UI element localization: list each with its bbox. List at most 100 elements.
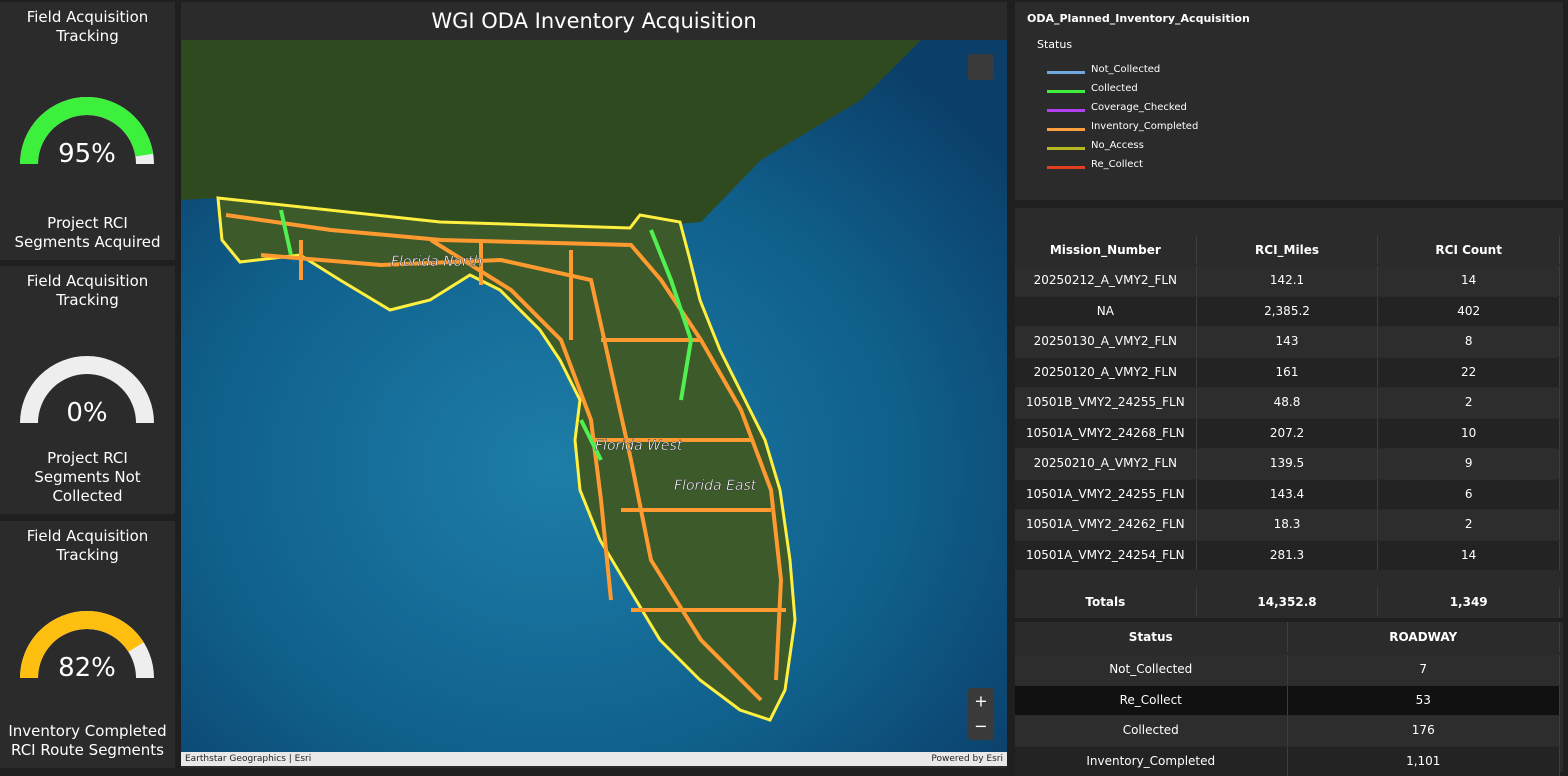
cell: 10501A_VMY2_24255_FLN	[1015, 480, 1197, 510]
cell: RCI Count	[1378, 236, 1560, 264]
cell: 402	[1378, 297, 1560, 327]
cell: Not_Collected	[1015, 655, 1288, 685]
zoom-out[interactable]: −	[974, 717, 987, 736]
legend-swatch	[1047, 109, 1085, 112]
legend-label: No_Access	[1091, 140, 1144, 151]
legend-swatch	[1047, 128, 1085, 131]
cell: 20250210_A_VMY2_FLN	[1015, 449, 1197, 479]
legend-label: Inventory_Completed	[1091, 121, 1198, 132]
zoom-in[interactable]: +	[974, 692, 987, 711]
gauge-value: 0%	[66, 398, 107, 428]
gauge-title: Field Acquisition Tracking	[0, 8, 175, 46]
cell: 207.2	[1197, 419, 1379, 449]
map: + − Florida North Florida West Florida Eas…	[181, 40, 1007, 752]
cell: 139.5	[1197, 449, 1379, 479]
cell: 161	[1197, 358, 1379, 388]
gauge-subtitle: Inventory Completed RCI Route Segments	[0, 722, 175, 760]
gauge-panel: Field Acquisition Tracking Inventory Comp…	[0, 521, 175, 768]
attribution-bar: Earthstar Geographics | Esri Powered by …	[181, 752, 1007, 766]
cell: 8	[1378, 327, 1560, 357]
map-title: WGI ODA Inventory Acquisition	[181, 2, 1007, 40]
cell: 22	[1378, 358, 1560, 388]
cell: 7	[1288, 655, 1561, 685]
cell: 281.3	[1197, 541, 1379, 571]
cell: 2,385.2	[1197, 297, 1379, 327]
region-label: Florida West	[595, 438, 683, 454]
legend-label: Coverage_Checked	[1091, 102, 1187, 113]
cell: NA	[1015, 297, 1197, 327]
region-label: Florida East	[674, 478, 757, 494]
legend-label: Re_Collect	[1091, 159, 1143, 170]
cell: RCI_Miles	[1197, 236, 1379, 264]
cell: 20250212_A_VMY2_FLN	[1015, 266, 1197, 296]
legend-label: Not_Collected	[1091, 64, 1160, 75]
cell: 10	[1378, 419, 1560, 449]
cell: 18.3	[1197, 510, 1379, 540]
cell: Re_Collect	[1015, 686, 1288, 716]
gauge: 82%	[0, 596, 175, 706]
gauge: 95%	[0, 82, 175, 192]
cell: 10501B_VMY2_24255_FLN	[1015, 388, 1197, 418]
cell: 14	[1378, 541, 1560, 571]
cell: 10501A_VMY2_24262_FLN	[1015, 510, 1197, 540]
cell: 10501A_VMY2_24268_FLN	[1015, 419, 1197, 449]
cell: 53	[1288, 686, 1561, 716]
gauge-value: 95%	[58, 139, 116, 169]
gauge-title: Field Acquisition Tracking	[0, 527, 175, 565]
powered-by: Powered by Esri	[931, 752, 1003, 766]
cell: Status	[1015, 622, 1288, 652]
cell: 176	[1288, 716, 1561, 746]
cell: 9	[1378, 449, 1560, 479]
cell: 20250120_A_VMY2_FLN	[1015, 358, 1197, 388]
cell: 2	[1378, 510, 1560, 540]
legend-swatch	[1047, 147, 1085, 150]
cell: 143	[1197, 327, 1379, 357]
collapse-button[interactable]	[968, 54, 994, 80]
cell: 2	[1378, 388, 1560, 418]
cell: 48.8	[1197, 388, 1379, 418]
gauge-title: Field Acquisition Tracking	[0, 272, 175, 310]
legend-title: ODA_Planned_Inventory_Acquisition	[1027, 12, 1250, 25]
cell: Mission_Number	[1015, 236, 1197, 264]
cell: 20250130_A_VMY2_FLN	[1015, 327, 1197, 357]
gauge-subtitle: Project RCI Segments Not Collected	[0, 449, 175, 506]
cell: 6	[1378, 480, 1560, 510]
gauge: 0%	[0, 341, 175, 451]
gauge-value: 82%	[58, 653, 116, 683]
legend-panel: ODA_Planned_Inventory_Acquisition Status…	[1015, 2, 1563, 200]
gauge-panel: Field Acquisition Tracking Project RCI Se…	[0, 2, 175, 260]
legend-label: Collected	[1091, 83, 1138, 94]
cell: 14,352.8	[1197, 587, 1379, 617]
cell: 143.4	[1197, 480, 1379, 510]
attribution: Earthstar Geographics | Esri	[185, 752, 311, 766]
cell: 142.1	[1197, 266, 1379, 296]
cell: 1,349	[1378, 587, 1560, 617]
legend-swatch	[1047, 71, 1085, 74]
cell: Collected	[1015, 716, 1288, 746]
gauge-subtitle: Project RCI Segments Acquired	[0, 214, 175, 252]
map-panel: WGI ODA Inventory Acquisition + − Florid…	[181, 2, 1007, 768]
cell: 14	[1378, 266, 1560, 296]
region-label: Florida North	[391, 254, 482, 270]
cell: ROADWAY	[1288, 622, 1561, 652]
legend-swatch	[1047, 166, 1085, 169]
cell: Totals	[1015, 587, 1197, 617]
